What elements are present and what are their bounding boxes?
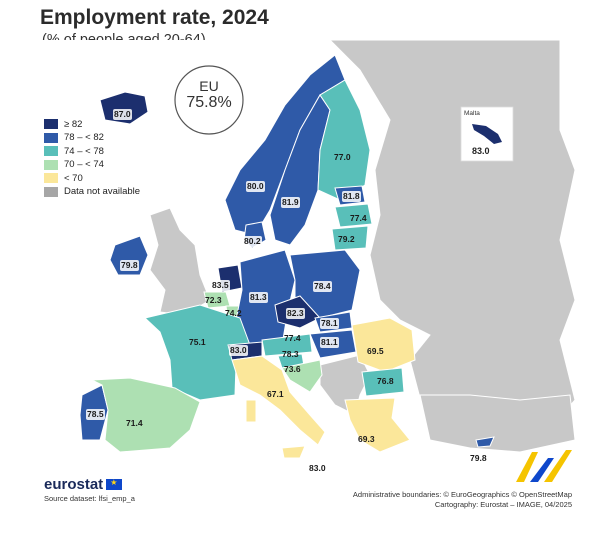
legend-item: Data not available [44,186,140,198]
eurostat-logo: eurostat [44,476,123,493]
eurostat-wordmark: eurostat [44,476,104,493]
value-label-portugal: 78.5 [86,409,105,420]
value-label-germany: 81.3 [249,292,268,303]
value-label-slovakia: 78.1 [320,318,339,329]
page-title: Employment rate, 2024 [40,6,269,29]
value-label-cyprus: 79.8 [469,453,488,464]
region-lithuania [331,225,369,251]
region-sardinia [245,399,257,423]
legend-item: 78 – < 82 [44,132,140,144]
malta-inset-value: 83.0 [472,146,490,156]
cartography-credit: Cartography: Eurostat – IMAGE, 04/2025 [434,500,572,509]
value-label-belgium: 72.3 [205,295,222,305]
value-label-france: 75.1 [189,337,206,347]
value-label-norway: 80.0 [246,181,265,192]
region-croatia [281,359,323,393]
boundaries-credit: Administrative boundaries: © EuroGeograp… [352,490,572,499]
legend-label: 70 – < 74 [64,159,104,171]
region-spain [90,377,201,453]
value-label-lithuania: 79.2 [338,234,355,244]
legend-label: 78 – < 82 [64,132,104,144]
value-label-finland: 77.0 [334,152,351,162]
region-iceland [99,91,149,125]
value-label-sweden: 81.9 [281,197,300,208]
legend-label: Data not available [64,186,141,198]
value-label-iceland: 87.0 [113,109,132,120]
region-greece [344,397,411,453]
value-label-denmark: 80.2 [243,236,262,247]
value-label-netherlands: 83.5 [211,280,230,291]
value-label-slovenia: 78.3 [282,349,299,359]
credits: Administrative boundaries: © EuroGeograp… [353,490,572,510]
legend-item: ≥ 82 [44,118,140,130]
legend-swatch [44,173,58,184]
legend-swatch [44,186,58,197]
region-romania [351,317,416,373]
eu-badge-label: EU [199,78,219,94]
value-label-switzerland: 83.0 [229,345,248,356]
value-label-austria: 77.4 [284,333,301,343]
value-label-poland: 78.4 [313,281,332,292]
legend-label: < 70 [64,172,83,184]
value-label-croatia: 73.6 [284,364,301,374]
eu-flag-icon [106,478,123,490]
value-label-bulgaria: 76.8 [377,376,394,386]
value-label-spain: 71.4 [126,418,143,428]
source-dataset: Source dataset: lfsi_emp_a [44,494,135,503]
eu-badge-circle [174,65,244,135]
legend-swatch [44,132,58,143]
legend-item: 70 – < 74 [44,159,140,171]
value-label-estonia: 81.8 [342,191,361,202]
value-label-ireland: 79.8 [120,260,139,271]
legend-swatch [44,159,58,170]
legend-label: 74 – < 78 [64,145,104,157]
region-sicily [281,445,306,459]
malta-inset-label: Malta [464,110,480,117]
region-bulgaria [361,367,405,397]
value-label-czechia: 82.3 [286,308,305,319]
value-label-italy: 67.1 [267,389,284,399]
legend-swatch [44,119,58,129]
value-label-greece: 69.3 [358,434,375,444]
value-label-latvia: 77.4 [350,213,367,223]
region-france [143,304,251,401]
value-label-romania: 69.5 [367,346,384,356]
region-malta-inset [472,124,502,144]
region-no-data-turkey [419,394,576,453]
legend-item: < 70 [44,172,140,184]
legend-label: ≥ 82 [64,118,83,130]
eurostat-mark-icon [516,450,572,482]
legend-item: 74 – < 78 [44,145,140,157]
eu-badge: EU 75.8% [175,78,243,112]
value-label-hungary: 81.1 [320,337,339,348]
legend-swatch [44,146,58,157]
legend: ≥ 82 78 – < 82 74 – < 78 70 – < 74 < 70 … [44,118,140,200]
region-latvia [334,203,373,228]
value-label-luxembourg: 74.2 [225,308,242,318]
region-austria [261,333,313,357]
region-cyprus [475,436,495,448]
value-label-malta: 83.0 [309,463,326,473]
eu-badge-value: 75.8% [186,94,232,111]
region-italy [231,355,326,446]
